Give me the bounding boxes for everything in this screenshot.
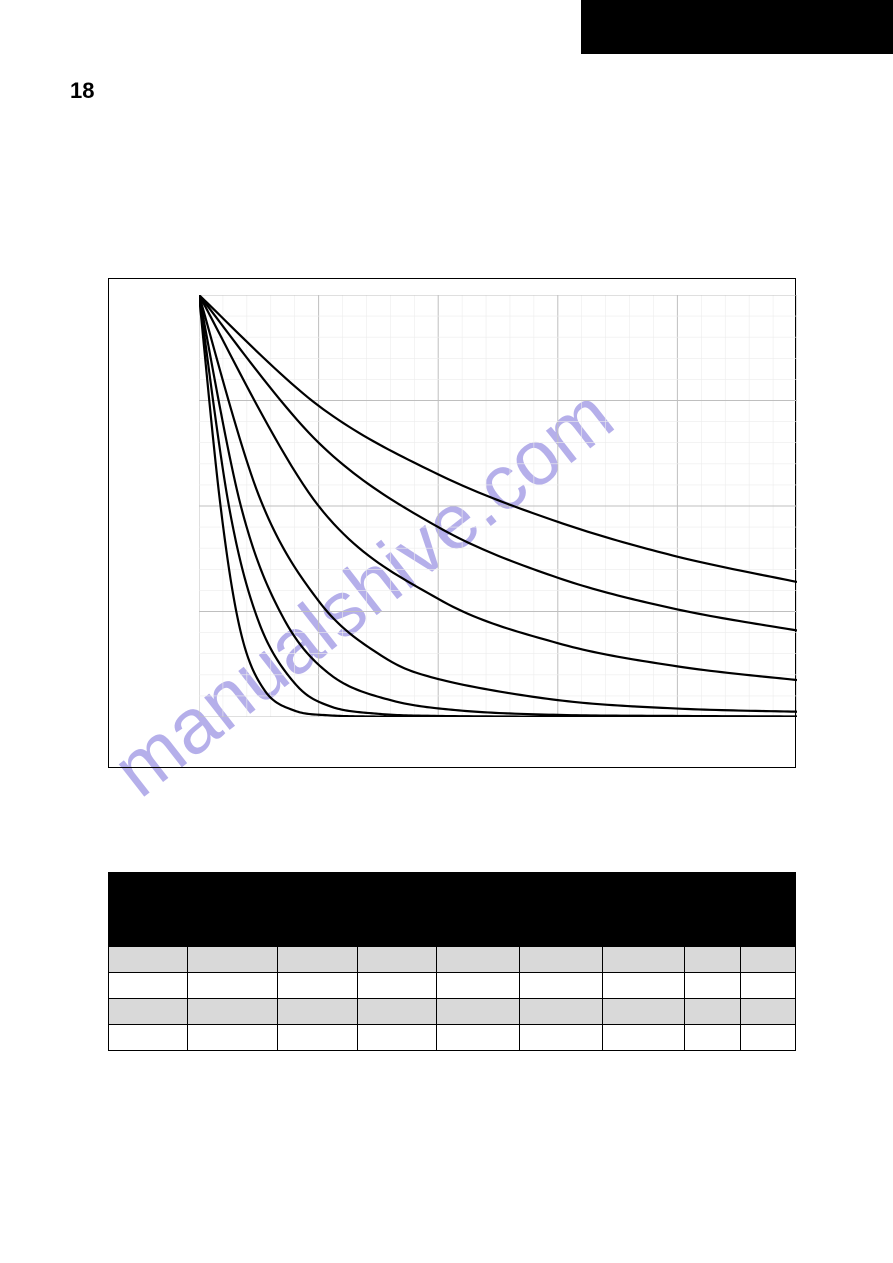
table-row — [109, 1025, 796, 1051]
table-header-cell — [602, 873, 685, 947]
table-cell — [436, 1025, 519, 1051]
table-cell — [109, 947, 188, 973]
table-cell — [740, 973, 795, 999]
table-row — [109, 999, 796, 1025]
table-cell — [357, 947, 436, 973]
table-cell — [109, 973, 188, 999]
table-cell — [685, 999, 740, 1025]
table-cell — [436, 999, 519, 1025]
table-cell — [740, 947, 795, 973]
table-header-cell — [685, 873, 740, 947]
table-cell — [685, 1025, 740, 1051]
table-row — [109, 947, 796, 973]
table-cell — [188, 973, 278, 999]
table-header-cell — [278, 873, 357, 947]
table-header-cell — [188, 873, 278, 947]
data-table-container — [108, 872, 796, 1051]
table-cell — [519, 999, 602, 1025]
table-cell — [109, 999, 188, 1025]
table-cell — [519, 973, 602, 999]
table-cell — [357, 1025, 436, 1051]
table-header-row — [109, 873, 796, 947]
curve-curve-1 — [199, 295, 797, 582]
table-cell — [278, 973, 357, 999]
chart-grid — [199, 295, 797, 717]
data-table — [108, 872, 796, 1051]
table-cell — [602, 973, 685, 999]
table-header-cell — [357, 873, 436, 947]
table-cell — [685, 947, 740, 973]
table-cell — [602, 947, 685, 973]
table-header-cell — [109, 873, 188, 947]
table-cell — [188, 947, 278, 973]
table-cell — [740, 999, 795, 1025]
page-number: 18 — [70, 78, 94, 104]
table-cell — [357, 973, 436, 999]
table-cell — [278, 1025, 357, 1051]
header-black-tab — [581, 0, 893, 54]
table-cell — [519, 947, 602, 973]
table-cell — [740, 1025, 795, 1051]
table-header-cell — [740, 873, 795, 947]
table-header-cell — [519, 873, 602, 947]
table-cell — [188, 1025, 278, 1051]
table-cell — [436, 947, 519, 973]
table-cell — [278, 999, 357, 1025]
curve-curve-3 — [199, 295, 797, 680]
table-cell — [109, 1025, 188, 1051]
table-cell — [685, 973, 740, 999]
table-cell — [278, 947, 357, 973]
table-body — [109, 947, 796, 1051]
chart-container — [108, 278, 796, 768]
table-cell — [357, 999, 436, 1025]
page-root: 18 manualshive.com — [0, 0, 893, 1263]
table-row — [109, 973, 796, 999]
curve-curve-4 — [199, 295, 797, 712]
table-cell — [519, 1025, 602, 1051]
table-cell — [188, 999, 278, 1025]
table-cell — [436, 973, 519, 999]
table-cell — [602, 1025, 685, 1051]
table-header-cell — [436, 873, 519, 947]
decay-curves-chart — [199, 295, 797, 717]
table-cell — [602, 999, 685, 1025]
